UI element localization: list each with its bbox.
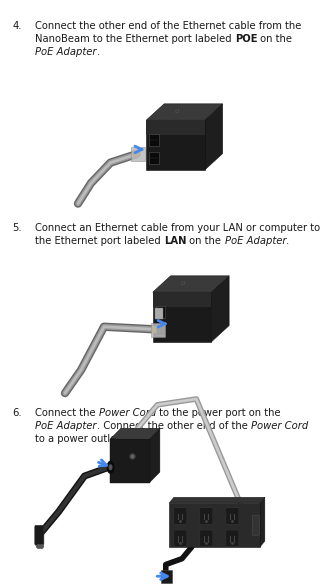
Text: PoE Adapter: PoE Adapter bbox=[35, 421, 97, 431]
FancyBboxPatch shape bbox=[149, 134, 159, 146]
Text: Power Cord: Power Cord bbox=[99, 408, 156, 418]
Polygon shape bbox=[153, 276, 229, 292]
Polygon shape bbox=[211, 276, 229, 342]
FancyBboxPatch shape bbox=[174, 530, 187, 546]
Polygon shape bbox=[111, 428, 160, 439]
Circle shape bbox=[109, 465, 112, 470]
Text: Connect the: Connect the bbox=[35, 408, 99, 418]
FancyBboxPatch shape bbox=[152, 326, 159, 333]
FancyBboxPatch shape bbox=[131, 147, 145, 161]
FancyBboxPatch shape bbox=[146, 121, 205, 170]
Text: .: . bbox=[286, 236, 289, 246]
Polygon shape bbox=[146, 104, 223, 121]
FancyBboxPatch shape bbox=[153, 292, 211, 342]
FancyBboxPatch shape bbox=[169, 503, 260, 547]
Text: to the power port on the: to the power port on the bbox=[156, 408, 281, 418]
FancyBboxPatch shape bbox=[133, 150, 139, 157]
Text: PoE Adapter: PoE Adapter bbox=[225, 236, 286, 246]
Polygon shape bbox=[260, 497, 265, 547]
Text: 6.: 6. bbox=[12, 408, 22, 418]
Text: u: u bbox=[181, 280, 185, 286]
FancyBboxPatch shape bbox=[161, 570, 172, 583]
Text: 4.: 4. bbox=[12, 21, 22, 31]
Text: to a power outlet.: to a power outlet. bbox=[35, 434, 124, 444]
Text: the Ethernet port labeled: the Ethernet port labeled bbox=[35, 236, 164, 246]
FancyBboxPatch shape bbox=[156, 307, 165, 318]
FancyBboxPatch shape bbox=[174, 508, 187, 524]
FancyBboxPatch shape bbox=[151, 322, 165, 336]
Polygon shape bbox=[205, 104, 223, 170]
Text: u: u bbox=[174, 108, 179, 114]
FancyBboxPatch shape bbox=[149, 152, 159, 163]
FancyBboxPatch shape bbox=[252, 515, 259, 535]
FancyBboxPatch shape bbox=[156, 324, 165, 335]
FancyBboxPatch shape bbox=[155, 308, 162, 318]
FancyBboxPatch shape bbox=[200, 530, 213, 546]
FancyBboxPatch shape bbox=[111, 439, 150, 483]
FancyBboxPatch shape bbox=[153, 292, 211, 307]
FancyBboxPatch shape bbox=[35, 525, 44, 545]
FancyBboxPatch shape bbox=[226, 530, 239, 546]
Circle shape bbox=[107, 462, 114, 473]
Text: on the: on the bbox=[187, 236, 225, 246]
Text: .: . bbox=[97, 47, 100, 57]
Text: on the: on the bbox=[257, 34, 292, 44]
Polygon shape bbox=[169, 497, 265, 503]
Text: Connect the other end of the Ethernet cable from the: Connect the other end of the Ethernet ca… bbox=[35, 21, 302, 31]
FancyBboxPatch shape bbox=[146, 121, 205, 135]
Polygon shape bbox=[150, 428, 160, 483]
Text: NanoBeam to the Ethernet port labeled: NanoBeam to the Ethernet port labeled bbox=[35, 34, 235, 44]
Text: LAN: LAN bbox=[164, 236, 187, 246]
Text: POE: POE bbox=[235, 34, 257, 44]
Text: 5.: 5. bbox=[12, 223, 22, 233]
FancyBboxPatch shape bbox=[226, 508, 239, 524]
Text: Connect an Ethernet cable from your LAN or computer to: Connect an Ethernet cable from your LAN … bbox=[35, 223, 320, 233]
Text: Power Cord: Power Cord bbox=[251, 421, 308, 431]
Text: PoE Adapter: PoE Adapter bbox=[35, 47, 97, 57]
Text: . Connect the other end of the: . Connect the other end of the bbox=[97, 421, 251, 431]
FancyBboxPatch shape bbox=[200, 508, 213, 524]
